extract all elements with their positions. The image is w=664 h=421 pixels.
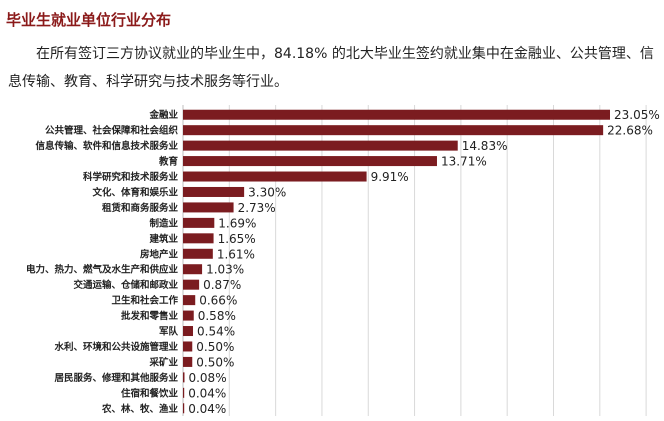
data-label: 1.69% <box>218 216 256 230</box>
data-label: 9.91% <box>371 170 409 184</box>
bar <box>183 140 458 151</box>
category-label: 租赁和商务服务业 <box>102 202 179 214</box>
data-label: 0.50% <box>196 340 234 354</box>
data-label: 0.66% <box>199 294 237 308</box>
category-label: 军队 <box>159 326 179 338</box>
bar <box>183 248 213 259</box>
data-label: 14.83% <box>462 139 508 153</box>
data-label: 0.87% <box>203 278 241 292</box>
category-label: 金融业 <box>148 109 178 121</box>
bar <box>183 233 214 244</box>
category-label: 信息传输、软件和信息技术服务业 <box>35 140 178 152</box>
category-label: 农、林、牧、渔业 <box>101 403 179 415</box>
category-label: 居民服务、修理和其他服务业 <box>54 372 178 384</box>
data-label: 1.03% <box>206 263 244 277</box>
bar <box>183 295 196 306</box>
page-title: 毕业生就业单位行业分布 <box>6 11 172 29</box>
data-label: 0.04% <box>188 402 226 416</box>
bar <box>183 171 367 182</box>
bar <box>183 403 185 414</box>
data-label: 0.04% <box>188 386 226 400</box>
category-label: 制造业 <box>149 217 178 229</box>
data-label: 1.65% <box>218 232 256 246</box>
data-label: 1.61% <box>217 247 255 261</box>
data-label: 3.30% <box>248 185 286 199</box>
data-label: 0.58% <box>198 309 236 323</box>
bar <box>183 217 215 228</box>
category-label: 建筑业 <box>148 233 178 245</box>
category-label: 科学研究和技术服务业 <box>83 171 179 183</box>
summary-paragraph: 在所有签订三方协议就业的毕业生中，84.18% 的北大毕业生签约就业集中在金融业… <box>8 46 654 90</box>
bar <box>183 341 193 352</box>
bar <box>183 186 245 197</box>
bar <box>183 387 185 398</box>
data-label: 2.73% <box>238 201 276 215</box>
category-label: 公共管理、社会保障和社会组织 <box>45 125 179 137</box>
bar <box>183 372 185 383</box>
category-label: 房地产业 <box>140 248 179 260</box>
bar <box>183 326 194 337</box>
category-label: 交通运输、仓储和邮政业 <box>73 279 178 291</box>
data-label: 0.08% <box>188 371 226 385</box>
bar <box>183 125 604 136</box>
bar <box>183 310 194 321</box>
bar <box>183 202 234 213</box>
bar <box>183 156 437 167</box>
data-label: 23.05% <box>614 108 660 122</box>
bar <box>183 356 193 367</box>
data-label: 13.71% <box>441 155 487 169</box>
category-label: 采矿业 <box>148 356 178 368</box>
category-label: 水利、环境和公共设施管理业 <box>54 341 178 353</box>
category-label: 批发和零售业 <box>121 310 179 322</box>
category-label: 教育 <box>158 156 179 168</box>
data-label: 0.50% <box>196 355 234 369</box>
category-label: 卫生和社会工作 <box>111 295 178 307</box>
bar <box>183 109 610 120</box>
category-label: 住宿和餐饮业 <box>121 387 179 399</box>
data-label: 22.68% <box>607 124 653 138</box>
bar <box>183 264 203 275</box>
bar <box>183 279 200 290</box>
category-label: 文化、体育和娱乐业 <box>91 186 178 198</box>
data-label: 0.54% <box>197 325 235 339</box>
category-label: 电力、热力、燃气及水生产和供应业 <box>26 264 179 276</box>
